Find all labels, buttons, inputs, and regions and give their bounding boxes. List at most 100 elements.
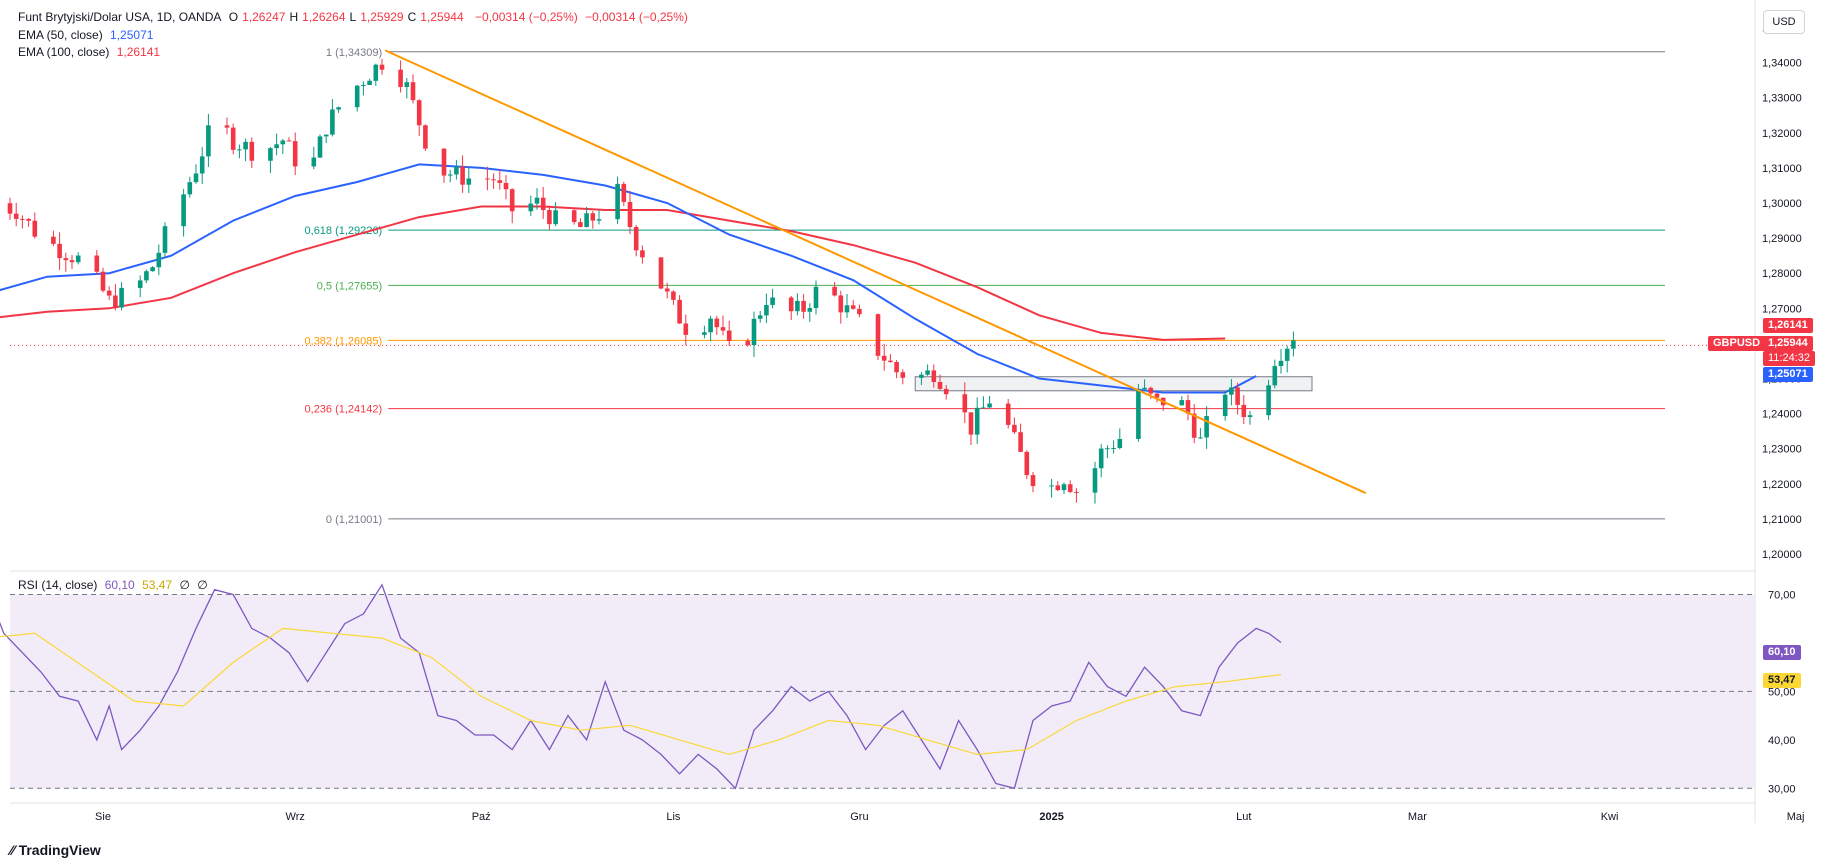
- open-value: 1,26247: [242, 10, 286, 24]
- candle-body: [51, 236, 56, 244]
- close-value: 1,25944: [420, 10, 464, 24]
- rsi-tick-label: 70,00: [1768, 590, 1796, 602]
- price-tick-label: 1,27000: [1762, 303, 1802, 315]
- time-tick-label: Wrz: [286, 811, 305, 823]
- rsi-legend[interactable]: RSI (14, close) 60,10 53,47 ∅ ∅: [18, 577, 212, 594]
- candle-body: [943, 388, 949, 395]
- candle-body: [119, 287, 124, 308]
- candle-body: [838, 295, 844, 313]
- price-legend: Funt Brytyjski/Dolar USA, 1D, OANDA O 1,2…: [18, 9, 692, 26]
- candle-body: [1191, 413, 1197, 438]
- high-value: 1,26264: [302, 10, 346, 24]
- candle-body: [919, 374, 924, 378]
- candle-body: [150, 267, 155, 272]
- candle-body: [1241, 404, 1247, 418]
- candle-body: [323, 134, 329, 137]
- candle-body: [968, 412, 974, 435]
- candle-body: [1198, 437, 1203, 439]
- candle-body: [311, 157, 317, 167]
- candle-body: [1278, 360, 1284, 367]
- candle-body: [981, 407, 986, 409]
- candle-body: [714, 318, 720, 328]
- candle-body: [683, 323, 689, 335]
- candle-body: [20, 218, 25, 220]
- candle-body: [373, 64, 379, 81]
- rsi-extra-1: ∅: [179, 578, 190, 592]
- candle-body: [224, 125, 230, 128]
- rsi-ma-value: 53,47: [142, 578, 173, 592]
- ema50-value: 1,25071: [110, 28, 154, 42]
- countdown-tag: 11:24:32: [1763, 351, 1816, 366]
- logo-text: TradingView: [18, 842, 101, 858]
- candle-body: [633, 226, 639, 251]
- candle-body: [280, 140, 286, 145]
- candle-body: [113, 295, 118, 308]
- candle-body: [367, 80, 372, 85]
- candle-body: [410, 82, 416, 101]
- candle-body: [69, 260, 75, 263]
- descending-trendline: [384, 49, 1367, 494]
- candle-body: [274, 144, 279, 149]
- time-tick-label: Gru: [850, 811, 868, 823]
- candle-body: [621, 183, 627, 202]
- candle-body: [423, 125, 428, 149]
- symbol-tag: GBPUSD: [1708, 336, 1766, 351]
- candle-body: [454, 166, 459, 175]
- candle-body: [249, 141, 255, 161]
- time-tick-label: Lis: [666, 811, 681, 823]
- rsi-label: RSI (14, close): [18, 578, 98, 592]
- candle-body: [1098, 448, 1104, 469]
- price-tick-label: 1,21000: [1762, 514, 1802, 526]
- candle-body: [199, 156, 205, 174]
- ohlc-values: O 1,26247 H 1,26264 L 1,25929 C 1,25944: [229, 10, 468, 24]
- candle-body: [1024, 451, 1030, 476]
- candle-body: [156, 252, 162, 268]
- time-tick-label: Maj: [1787, 811, 1805, 823]
- candle-body: [807, 308, 813, 312]
- close-label: C: [407, 10, 417, 24]
- price-tick-label: 1,30000: [1762, 198, 1802, 210]
- candle-body: [94, 255, 100, 272]
- candle-body: [671, 291, 676, 300]
- candle-body: [237, 149, 242, 151]
- price-tick-label: 1,20000: [1762, 549, 1802, 561]
- ema100-value: 1,26141: [116, 45, 161, 59]
- candle-body: [1291, 340, 1296, 349]
- candle-body: [664, 288, 670, 292]
- candle-body: [354, 85, 360, 108]
- candle-body: [398, 69, 403, 88]
- candle-body: [1284, 348, 1290, 361]
- trendline[interactable]: [384, 49, 1367, 494]
- ema100-legend[interactable]: EMA (100, close) 1,26141: [18, 44, 164, 61]
- candle-body: [677, 299, 682, 324]
- rsi-extra-2: ∅: [197, 578, 208, 592]
- candle-body: [1179, 400, 1185, 406]
- candle-body: [100, 271, 106, 291]
- rsi-tick-label: 50,00: [1768, 686, 1796, 698]
- candle-body: [751, 318, 757, 346]
- rsi-lines: [0, 583, 1282, 790]
- candle-body: [528, 203, 534, 212]
- candle-body: [466, 178, 472, 185]
- candle-body: [726, 330, 732, 342]
- fib-level-label: 0,382 (1,26085): [305, 335, 383, 347]
- tradingview-logo[interactable]: ⁄⁄ TradingView: [10, 842, 101, 858]
- candle-body: [485, 178, 490, 180]
- candle-body: [795, 300, 800, 312]
- candle-body: [1018, 432, 1023, 452]
- moving-averages: [0, 163, 1257, 394]
- candle-body: [900, 372, 906, 378]
- price-tick-label: 1,33000: [1762, 93, 1802, 105]
- ema50-legend[interactable]: EMA (50, close) 1,25071: [18, 27, 157, 44]
- candle-body: [137, 280, 143, 288]
- ema100-price-tag: 1,26141: [1763, 318, 1813, 333]
- candle-body: [1229, 387, 1234, 395]
- candle-body: [416, 100, 422, 126]
- candle-body: [162, 226, 168, 253]
- candle-body: [757, 315, 763, 319]
- symbol-title[interactable]: Funt Brytyjski/Dolar USA, 1D, OANDA: [18, 10, 222, 24]
- currency-button[interactable]: USD: [1763, 10, 1805, 34]
- candle-body: [491, 179, 496, 181]
- candle-body: [925, 370, 930, 375]
